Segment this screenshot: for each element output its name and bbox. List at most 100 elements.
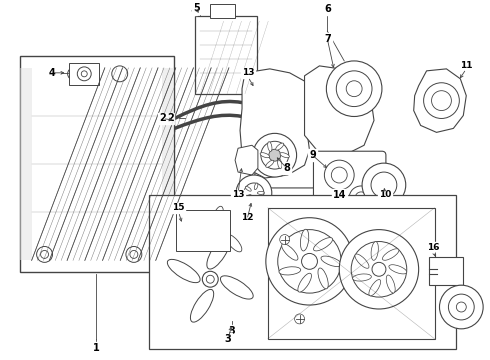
Circle shape (236, 175, 272, 211)
Circle shape (424, 83, 459, 118)
Text: 10: 10 (379, 190, 391, 199)
Ellipse shape (260, 153, 270, 158)
Ellipse shape (300, 229, 309, 251)
Ellipse shape (168, 260, 200, 283)
Text: 2: 2 (167, 113, 174, 123)
Circle shape (294, 314, 305, 324)
Circle shape (326, 61, 382, 117)
Ellipse shape (192, 239, 214, 249)
Circle shape (253, 133, 296, 177)
Ellipse shape (276, 143, 284, 150)
Circle shape (112, 66, 128, 82)
Ellipse shape (389, 265, 407, 274)
Ellipse shape (282, 244, 298, 260)
Circle shape (349, 186, 373, 210)
Circle shape (261, 141, 289, 169)
Text: 2: 2 (159, 113, 166, 123)
Ellipse shape (257, 192, 264, 194)
Text: 14: 14 (333, 190, 346, 200)
Circle shape (346, 81, 362, 96)
Text: 13: 13 (242, 68, 254, 77)
Ellipse shape (279, 267, 301, 275)
Text: 13: 13 (232, 190, 245, 199)
Polygon shape (305, 66, 374, 155)
Circle shape (280, 235, 290, 244)
Circle shape (37, 247, 52, 262)
Circle shape (355, 192, 367, 204)
Polygon shape (235, 145, 258, 175)
Ellipse shape (318, 268, 328, 289)
Text: 5: 5 (190, 4, 197, 14)
Circle shape (440, 285, 483, 329)
Circle shape (456, 302, 466, 312)
Text: 4: 4 (50, 68, 57, 78)
Circle shape (301, 253, 318, 269)
Circle shape (331, 167, 347, 183)
Ellipse shape (278, 159, 282, 169)
Ellipse shape (245, 186, 251, 191)
FancyBboxPatch shape (314, 151, 386, 229)
Ellipse shape (314, 238, 333, 251)
Circle shape (336, 71, 372, 107)
Ellipse shape (266, 160, 274, 167)
Text: 4: 4 (48, 68, 55, 78)
Circle shape (324, 160, 354, 190)
Circle shape (212, 229, 224, 240)
Polygon shape (20, 68, 32, 260)
Circle shape (206, 275, 214, 283)
Ellipse shape (245, 195, 251, 199)
Ellipse shape (191, 289, 214, 322)
Bar (20, 56, 173, 272)
Text: 11: 11 (460, 62, 472, 71)
Text: 16: 16 (427, 243, 440, 252)
Ellipse shape (220, 276, 253, 299)
Ellipse shape (371, 242, 378, 260)
Text: 5: 5 (193, 3, 200, 13)
Ellipse shape (207, 236, 230, 269)
Circle shape (202, 271, 218, 287)
Circle shape (448, 294, 474, 320)
Circle shape (244, 183, 264, 203)
Bar (149, 195, 456, 349)
Ellipse shape (382, 249, 399, 260)
Polygon shape (162, 68, 173, 260)
Circle shape (81, 71, 87, 77)
Ellipse shape (353, 274, 371, 281)
Text: 9: 9 (309, 150, 316, 160)
Circle shape (278, 230, 341, 293)
Text: 1: 1 (93, 343, 99, 353)
FancyBboxPatch shape (255, 88, 316, 188)
Circle shape (41, 251, 49, 258)
Text: 3: 3 (229, 326, 236, 336)
Circle shape (77, 67, 91, 81)
Bar (210, 4, 235, 18)
Circle shape (372, 262, 386, 276)
Bar (429, 257, 464, 285)
Polygon shape (240, 69, 310, 178)
Ellipse shape (298, 273, 312, 292)
Circle shape (339, 230, 418, 309)
Ellipse shape (254, 196, 258, 203)
Text: 12: 12 (241, 213, 253, 222)
Ellipse shape (254, 183, 258, 190)
Text: 7: 7 (324, 34, 331, 44)
Text: 3: 3 (225, 334, 231, 344)
Bar (268, 208, 435, 339)
Circle shape (351, 242, 407, 297)
Circle shape (126, 247, 142, 262)
Ellipse shape (226, 234, 242, 252)
Ellipse shape (321, 256, 342, 267)
Circle shape (130, 251, 138, 258)
Text: 8: 8 (283, 163, 290, 173)
Ellipse shape (386, 275, 395, 293)
Polygon shape (414, 69, 466, 132)
Ellipse shape (355, 254, 369, 268)
Text: 6: 6 (324, 4, 331, 14)
Circle shape (362, 163, 406, 207)
Bar (70, 63, 99, 85)
Ellipse shape (369, 280, 381, 296)
Circle shape (269, 149, 281, 161)
Ellipse shape (268, 142, 272, 152)
Circle shape (266, 218, 353, 305)
Ellipse shape (280, 153, 290, 158)
